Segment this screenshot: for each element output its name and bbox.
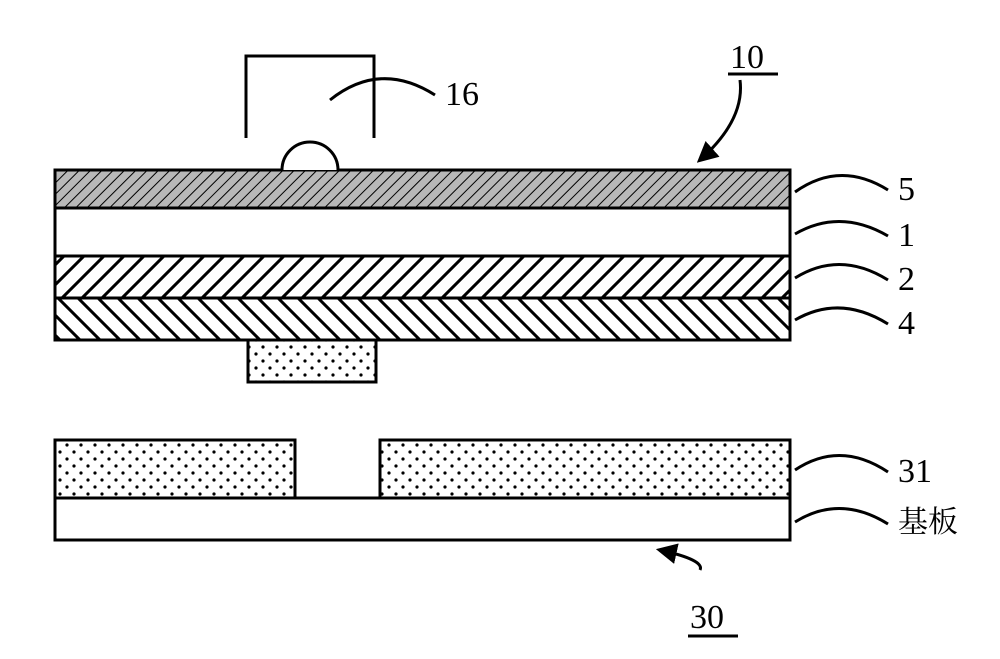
pad-right-hatch <box>380 440 790 498</box>
layer-1-fill <box>55 208 790 256</box>
arrow-30 <box>660 550 701 570</box>
label-31: 31 <box>898 453 932 490</box>
arrow-10 <box>700 80 741 160</box>
layer-2-hatch <box>55 256 790 298</box>
substrate <box>55 498 790 540</box>
leader-2 <box>795 264 888 280</box>
leader-31 <box>795 455 888 472</box>
leader-1 <box>795 221 888 236</box>
layer-stack <box>55 170 790 340</box>
label-substrate: 基板 <box>898 497 958 541</box>
bump-pad-hatch <box>248 340 376 382</box>
layer-4-hatch <box>55 298 790 340</box>
label-30: 30 <box>690 599 724 636</box>
diagram-root: 5 1 2 4 31 基板 16 10 30 <box>0 0 1000 659</box>
label-5: 5 <box>898 171 915 208</box>
label-1: 1 <box>898 217 915 254</box>
label-10: 10 <box>730 39 764 76</box>
leader-5 <box>795 175 888 192</box>
layer-5-hatch <box>55 170 790 208</box>
label-4: 4 <box>898 305 915 342</box>
label-16: 16 <box>445 76 479 113</box>
leader-4 <box>795 308 888 324</box>
pad-left-hatch <box>55 440 295 498</box>
leader-substrate <box>795 508 888 524</box>
top-block-lens <box>282 142 338 170</box>
label-2: 2 <box>898 261 915 298</box>
top-block-body <box>246 56 374 138</box>
